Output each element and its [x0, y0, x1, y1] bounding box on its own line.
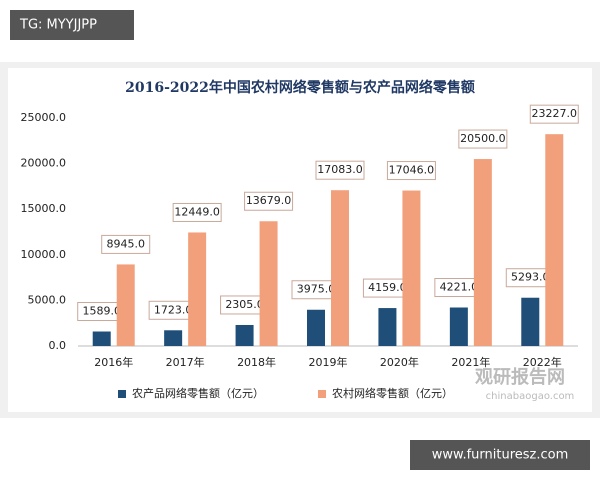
x-tick-label: 2018年 — [237, 355, 276, 369]
bar — [473, 159, 492, 346]
bar — [521, 297, 540, 346]
value-label-box — [458, 129, 508, 149]
bar — [164, 330, 183, 346]
y-tick-label: 0.0 — [49, 339, 67, 352]
y-tick-label: 15000.0 — [21, 202, 67, 215]
value-label: 2305.0 — [225, 298, 264, 311]
value-label: 20500.0 — [460, 132, 506, 145]
bar — [402, 190, 421, 346]
value-label: 3975.0 — [297, 283, 336, 296]
legend-swatch — [318, 390, 326, 398]
chart-title: 2016-2022年中国农村网络零售额与农产品网络零售额 — [125, 79, 475, 96]
bar — [545, 134, 564, 346]
value-label: 17046.0 — [389, 164, 435, 177]
x-tick-label: 2019年 — [309, 355, 348, 369]
logo: 观研报告网 — [475, 366, 565, 388]
value-label: 17083.0 — [317, 163, 363, 176]
y-tick-label: 25000.0 — [21, 111, 67, 124]
bar — [92, 331, 111, 346]
value-label-box — [386, 161, 436, 181]
url-box — [410, 440, 590, 470]
x-tick-label: 2016年 — [94, 355, 133, 369]
legend-label: 农产品网络零售额（亿元） — [132, 386, 264, 400]
tag-box — [10, 10, 134, 40]
x-tick-label: 2022年 — [523, 355, 562, 369]
bar — [188, 232, 207, 346]
value-label-box — [101, 234, 151, 254]
logo-url: chinabaogao.com — [486, 391, 575, 402]
y-tick-label: 20000.0 — [21, 157, 67, 170]
x-tick-label: 2017年 — [166, 355, 205, 369]
value-label: 5293.0 — [511, 271, 550, 284]
value-label: 4221.0 — [440, 281, 479, 294]
value-label: 12449.0 — [174, 205, 220, 218]
url-text: www.furnituresz.com — [432, 448, 569, 463]
value-label-box — [529, 104, 579, 124]
value-label: 8945.0 — [106, 237, 145, 250]
bar — [259, 221, 278, 346]
value-label-box — [315, 160, 365, 180]
bar — [235, 324, 254, 346]
y-tick-label: 10000.0 — [21, 248, 67, 261]
bar — [307, 309, 325, 346]
value-label: 1723.0 — [154, 303, 193, 316]
bar — [449, 307, 468, 346]
value-label: 13679.0 — [246, 194, 292, 207]
value-label-box — [244, 191, 294, 211]
bar — [378, 308, 397, 346]
x-tick-label: 2021年 — [451, 355, 490, 369]
y-tick-label: 5000.0 — [28, 293, 67, 306]
tag-text: TG: MYYJJPP — [19, 18, 97, 33]
bar — [116, 264, 135, 346]
x-tick-label: 2020年 — [380, 355, 419, 369]
value-label-box — [172, 202, 222, 222]
value-label: 4159.0 — [368, 281, 407, 294]
value-label: 1589.0 — [82, 305, 121, 318]
legend-label: 农村网络零售额（亿元） — [332, 386, 453, 400]
bar — [331, 190, 349, 346]
legend-swatch — [118, 390, 126, 398]
value-label: 23227.0 — [532, 107, 578, 120]
